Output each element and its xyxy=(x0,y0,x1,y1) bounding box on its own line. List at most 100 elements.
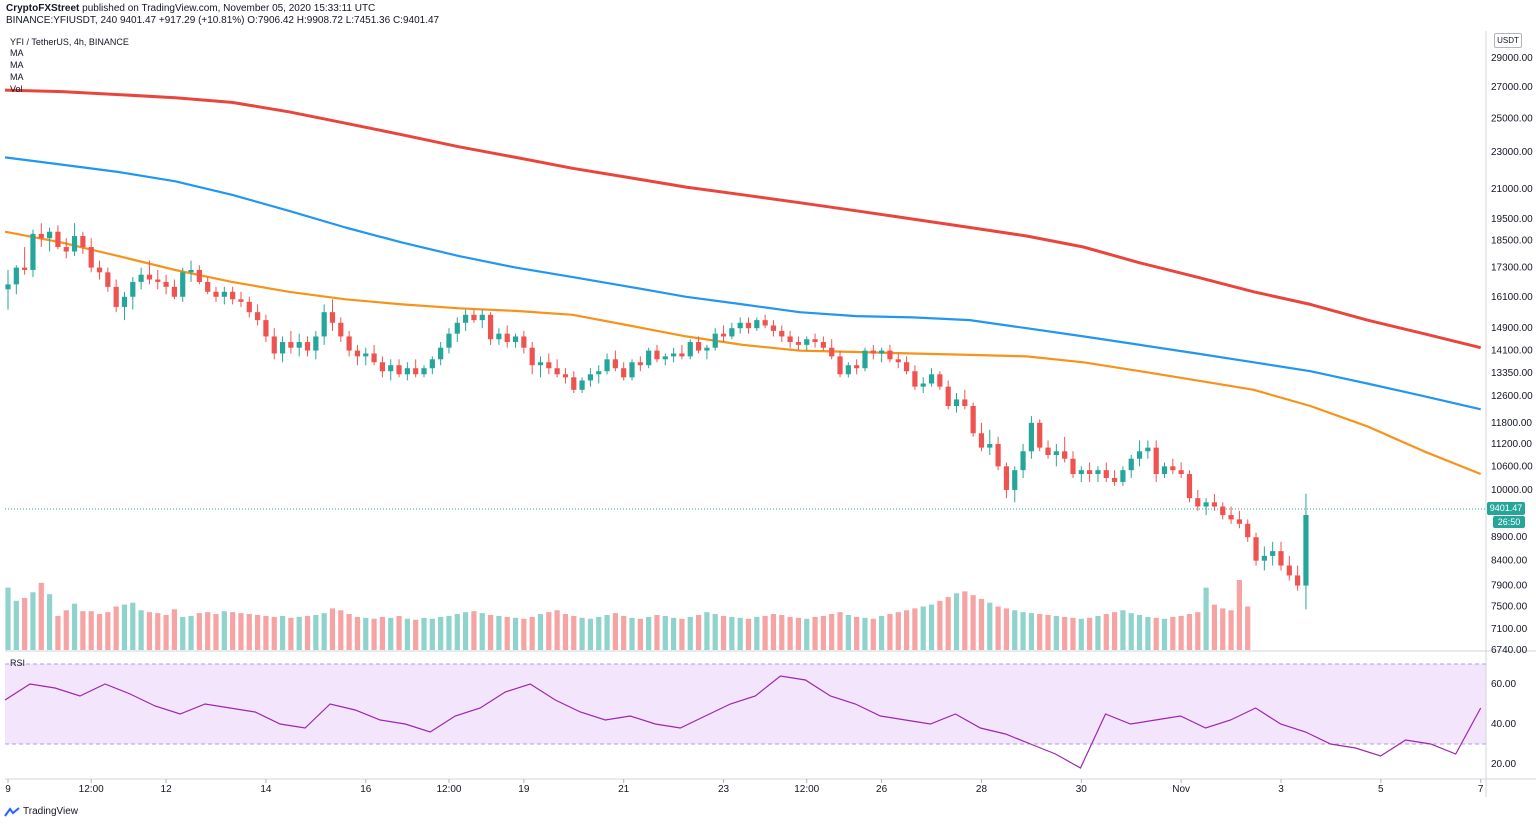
price-tick-label: 7100.00 xyxy=(1491,624,1528,635)
candle xyxy=(454,317,460,343)
volume-bar xyxy=(146,612,153,650)
candle xyxy=(704,344,710,360)
volume-bar xyxy=(1012,610,1018,650)
candle xyxy=(1037,419,1043,452)
candle xyxy=(105,267,111,292)
candle xyxy=(903,356,910,375)
volume-bar xyxy=(238,613,244,650)
price-unit-label[interactable]: USDT xyxy=(1494,33,1522,48)
volume-bar xyxy=(1136,615,1143,650)
volume-bar xyxy=(263,615,269,650)
candle xyxy=(1203,498,1209,516)
legend-ma-100: MA xyxy=(10,60,24,70)
price-tick-label: 10600.00 xyxy=(1491,461,1533,472)
price-tick-label: 6740.00 xyxy=(1491,645,1528,656)
candle xyxy=(712,328,718,351)
volume-bar xyxy=(221,611,227,650)
candle xyxy=(770,320,777,337)
volume-bar xyxy=(1153,617,1159,650)
candle xyxy=(30,229,36,278)
volume-bar xyxy=(338,610,344,650)
candle xyxy=(928,368,935,387)
published-text: published on TradingView.com, November 0… xyxy=(82,3,376,14)
volume-bar xyxy=(812,616,818,650)
volume-bar xyxy=(1195,612,1201,650)
candle xyxy=(47,227,53,252)
candle xyxy=(13,265,19,295)
candle xyxy=(612,350,618,372)
volume-bar xyxy=(720,615,727,650)
candle xyxy=(71,223,78,257)
volume-bar xyxy=(662,615,668,650)
candle xyxy=(263,314,269,343)
candle xyxy=(55,225,61,250)
price-tick-label: 7500.00 xyxy=(1491,602,1528,613)
rsi-tick-label: 60.00 xyxy=(1491,679,1516,690)
rsi-polyline xyxy=(4,675,1482,769)
candle xyxy=(113,279,119,313)
time-tick-label: 7 xyxy=(1478,784,1484,795)
volume-bar xyxy=(804,618,810,650)
volume-bar xyxy=(637,618,643,650)
candle xyxy=(662,353,668,366)
volume-bar xyxy=(953,593,960,650)
candle xyxy=(146,260,153,285)
candle xyxy=(155,269,161,290)
time-tick-label: 12:00 xyxy=(79,784,104,795)
candle xyxy=(1161,462,1168,478)
candle xyxy=(512,333,519,348)
candle xyxy=(1286,555,1292,581)
candle xyxy=(870,344,876,360)
candle xyxy=(1303,493,1309,610)
volume-bar xyxy=(712,614,718,650)
tradingview-brand[interactable]: TradingView xyxy=(4,806,78,817)
volume-bar xyxy=(1145,616,1151,650)
volume-bar xyxy=(862,617,868,650)
volume-bar xyxy=(404,618,410,650)
publisher-name: CryptoFXStreet xyxy=(6,3,80,14)
volume-bar xyxy=(396,615,402,650)
volume-bar xyxy=(1028,613,1034,650)
candle xyxy=(1053,443,1059,467)
volume-bar xyxy=(737,617,743,650)
volume-bar xyxy=(304,615,311,650)
volume-bar xyxy=(546,612,552,650)
volume-bar xyxy=(80,611,86,650)
volume-bar xyxy=(155,613,161,650)
candle xyxy=(487,312,494,345)
candle xyxy=(953,393,960,413)
candle xyxy=(671,347,677,363)
volume-bar xyxy=(1070,617,1076,650)
candle xyxy=(63,238,69,259)
candle xyxy=(404,362,410,381)
legend-ma-200: MA xyxy=(10,48,24,58)
candle xyxy=(978,422,985,452)
time-axis[interactable]: 9 12:00 12 14 16 12:00 19 21 23 12:00 26 28 30 Nov 3 5 7 xyxy=(5,779,1484,795)
volume-bar xyxy=(255,615,261,650)
time-tick-label: 26 xyxy=(876,784,888,795)
candle xyxy=(171,279,178,300)
candles xyxy=(5,223,1309,610)
volume-bar xyxy=(96,614,103,650)
volume-bar xyxy=(845,615,851,650)
volume-bar xyxy=(1178,615,1184,650)
candle xyxy=(812,333,818,348)
candle xyxy=(230,286,236,305)
time-tick-label: 14 xyxy=(260,784,272,795)
volume-bar xyxy=(1186,614,1193,650)
volume-bar xyxy=(1103,614,1109,650)
volume-bar xyxy=(829,614,835,650)
candle xyxy=(413,359,419,378)
price-axis[interactable]: 29000.00 27000.00 25000.00 23000.00 21000.00… xyxy=(1491,53,1533,656)
rsi-background xyxy=(5,663,1486,745)
volume-bar xyxy=(180,616,186,650)
last-price: 9401.47 xyxy=(119,15,157,26)
rsi-axis[interactable]: 60.00 40.00 20.00 xyxy=(1491,679,1516,770)
time-tick-label: 16 xyxy=(360,784,372,795)
candle xyxy=(621,362,627,381)
volume-bar xyxy=(671,617,677,650)
volume-bar xyxy=(654,615,660,650)
candle xyxy=(1195,489,1201,511)
candle xyxy=(5,269,11,310)
